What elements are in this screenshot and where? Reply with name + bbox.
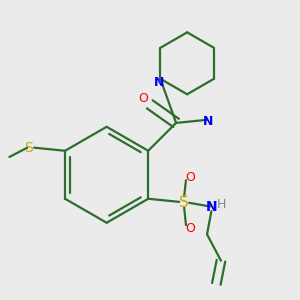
Text: O: O (186, 222, 196, 235)
Text: H: H (217, 197, 226, 211)
Text: O: O (138, 92, 148, 105)
Text: O: O (186, 171, 196, 184)
Text: N: N (154, 76, 164, 89)
Text: N: N (206, 200, 217, 214)
Text: S: S (24, 141, 33, 155)
Text: N: N (203, 115, 214, 128)
Text: S: S (179, 195, 189, 210)
